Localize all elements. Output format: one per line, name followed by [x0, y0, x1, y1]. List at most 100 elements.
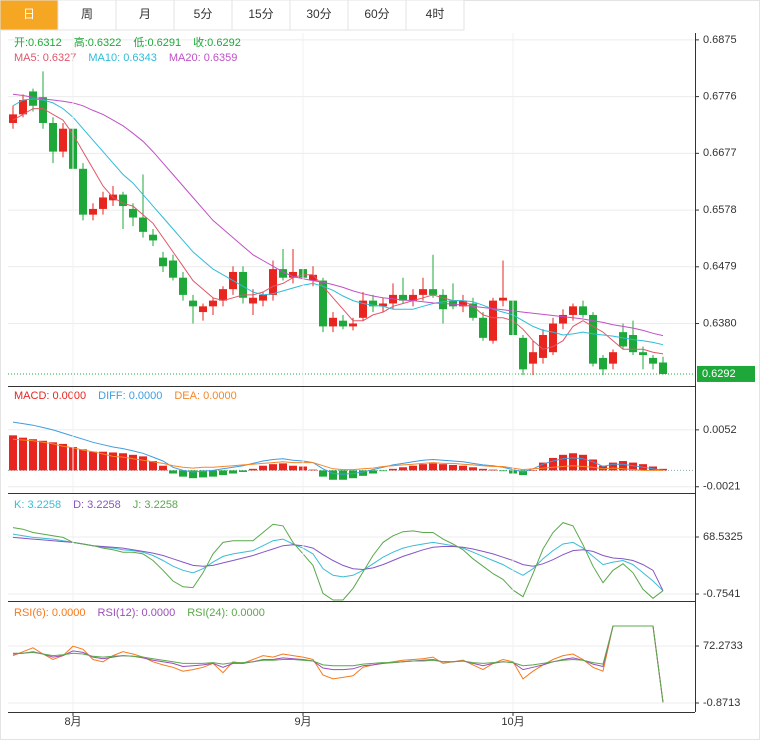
candle-body	[409, 294, 417, 301]
y-tick-label: 68.5325	[703, 531, 743, 543]
macd-bar	[479, 468, 487, 471]
legend-entry: MA10: 0.6343	[88, 52, 157, 64]
candle-body	[459, 300, 467, 307]
candle-body	[129, 208, 137, 218]
candle-body	[359, 300, 367, 318]
legend-entry: 收:0.6292	[193, 35, 241, 49]
legend-entry: 开:0.6312	[14, 37, 62, 49]
series-line	[12, 98, 664, 346]
tab-label[interactable]: 60分	[364, 7, 389, 21]
macd-bar	[89, 451, 97, 471]
tab-label[interactable]: 5分	[194, 7, 213, 21]
legend-entry: RSI(6): 0.0000	[14, 607, 86, 619]
candle-body	[549, 323, 557, 353]
candle-body	[289, 271, 297, 278]
candle-body	[489, 300, 497, 341]
candle-body	[639, 352, 647, 356]
candle-body	[249, 297, 257, 304]
tab[interactable]: 周	[57, 0, 117, 31]
tab-bg[interactable]	[347, 0, 407, 31]
tab-label[interactable]: 月	[139, 7, 151, 21]
macd-bar	[539, 462, 547, 471]
x-tick-label: 10月	[501, 716, 524, 728]
candle-body	[319, 280, 327, 327]
tab-bg[interactable]	[57, 0, 117, 31]
legend-entry: MACD: 0.0000	[14, 390, 86, 402]
candle-body	[559, 314, 567, 324]
legend-entry: 高:0.6322	[74, 35, 122, 49]
tab[interactable]: 月	[115, 0, 175, 31]
tab-bg[interactable]	[231, 0, 291, 31]
candle-body	[629, 334, 637, 353]
candle-body	[269, 269, 277, 295]
macd-bar	[629, 462, 637, 471]
y-tick-label: 0.6875	[703, 34, 737, 46]
candle-body	[379, 303, 387, 307]
candle-body	[219, 289, 227, 301]
candle-body	[579, 306, 587, 315]
macd-bar	[579, 454, 587, 471]
y-tick-label: 0.6479	[703, 261, 737, 273]
macd-bar	[229, 470, 237, 474]
macd-bar	[489, 469, 497, 471]
tab-label[interactable]: 4时	[426, 7, 445, 21]
candle-body	[589, 314, 597, 364]
candle-body	[419, 289, 427, 295]
tab[interactable]: 5分	[173, 0, 233, 31]
series-line	[12, 93, 664, 337]
legend-entry: RSI(24): 0.0000	[187, 607, 265, 619]
series-line	[12, 536, 664, 591]
series-line	[12, 625, 664, 703]
candle-body	[99, 197, 107, 209]
candle-body	[159, 257, 167, 267]
y-tick-label: -0.8713	[703, 697, 740, 709]
macd-bar	[289, 465, 297, 471]
candle-body	[339, 320, 347, 327]
macd-bar	[589, 459, 597, 471]
series-line	[13, 625, 664, 703]
last-price-tag	[697, 365, 755, 382]
candle-body	[349, 323, 357, 327]
macd-bar	[139, 456, 147, 471]
candle-body	[449, 300, 457, 307]
macd-bar	[219, 470, 227, 476]
tab-bg[interactable]	[173, 0, 233, 31]
y-tick-label: 0.6578	[703, 204, 737, 216]
tab[interactable]: 15分	[231, 0, 291, 31]
candle-body	[89, 208, 97, 215]
tab[interactable]: 4时	[405, 0, 465, 31]
macd-bar	[569, 453, 577, 471]
candle-body	[39, 97, 47, 123]
tab-bg[interactable]	[405, 0, 465, 31]
macd-bar	[459, 465, 467, 471]
macd-bar	[259, 465, 267, 471]
macd-bar	[599, 465, 607, 471]
macd-bar	[549, 457, 557, 471]
tab[interactable]: 30分	[289, 0, 349, 31]
legend-entry: MA20: 0.6359	[169, 52, 238, 64]
candle-body	[279, 269, 287, 278]
candle-body	[169, 260, 177, 278]
macd-bar	[609, 462, 617, 471]
tab-label[interactable]: 30分	[306, 7, 331, 21]
tab-label[interactable]: 日	[23, 7, 35, 21]
macd-bar	[29, 439, 37, 471]
tab[interactable]: 60分	[347, 0, 407, 31]
macd-bar	[389, 468, 397, 471]
y-tick-label: -0.0021	[703, 481, 740, 493]
macd-bar	[529, 470, 537, 471]
macd-bar	[39, 440, 47, 471]
candle-body	[539, 334, 547, 358]
tab-label[interactable]: 周	[81, 7, 93, 21]
y-tick-label: 0.6677	[703, 147, 737, 159]
macd-bar	[379, 470, 387, 472]
macd-bar	[59, 443, 67, 471]
series-line	[12, 522, 664, 601]
candle-body	[569, 306, 577, 315]
macd-bar	[329, 470, 337, 480]
candle-body	[119, 194, 127, 207]
tab-label[interactable]: 15分	[248, 7, 273, 21]
candle-body	[329, 317, 337, 327]
tab[interactable]: 日	[0, 0, 59, 31]
series-line	[12, 421, 664, 475]
